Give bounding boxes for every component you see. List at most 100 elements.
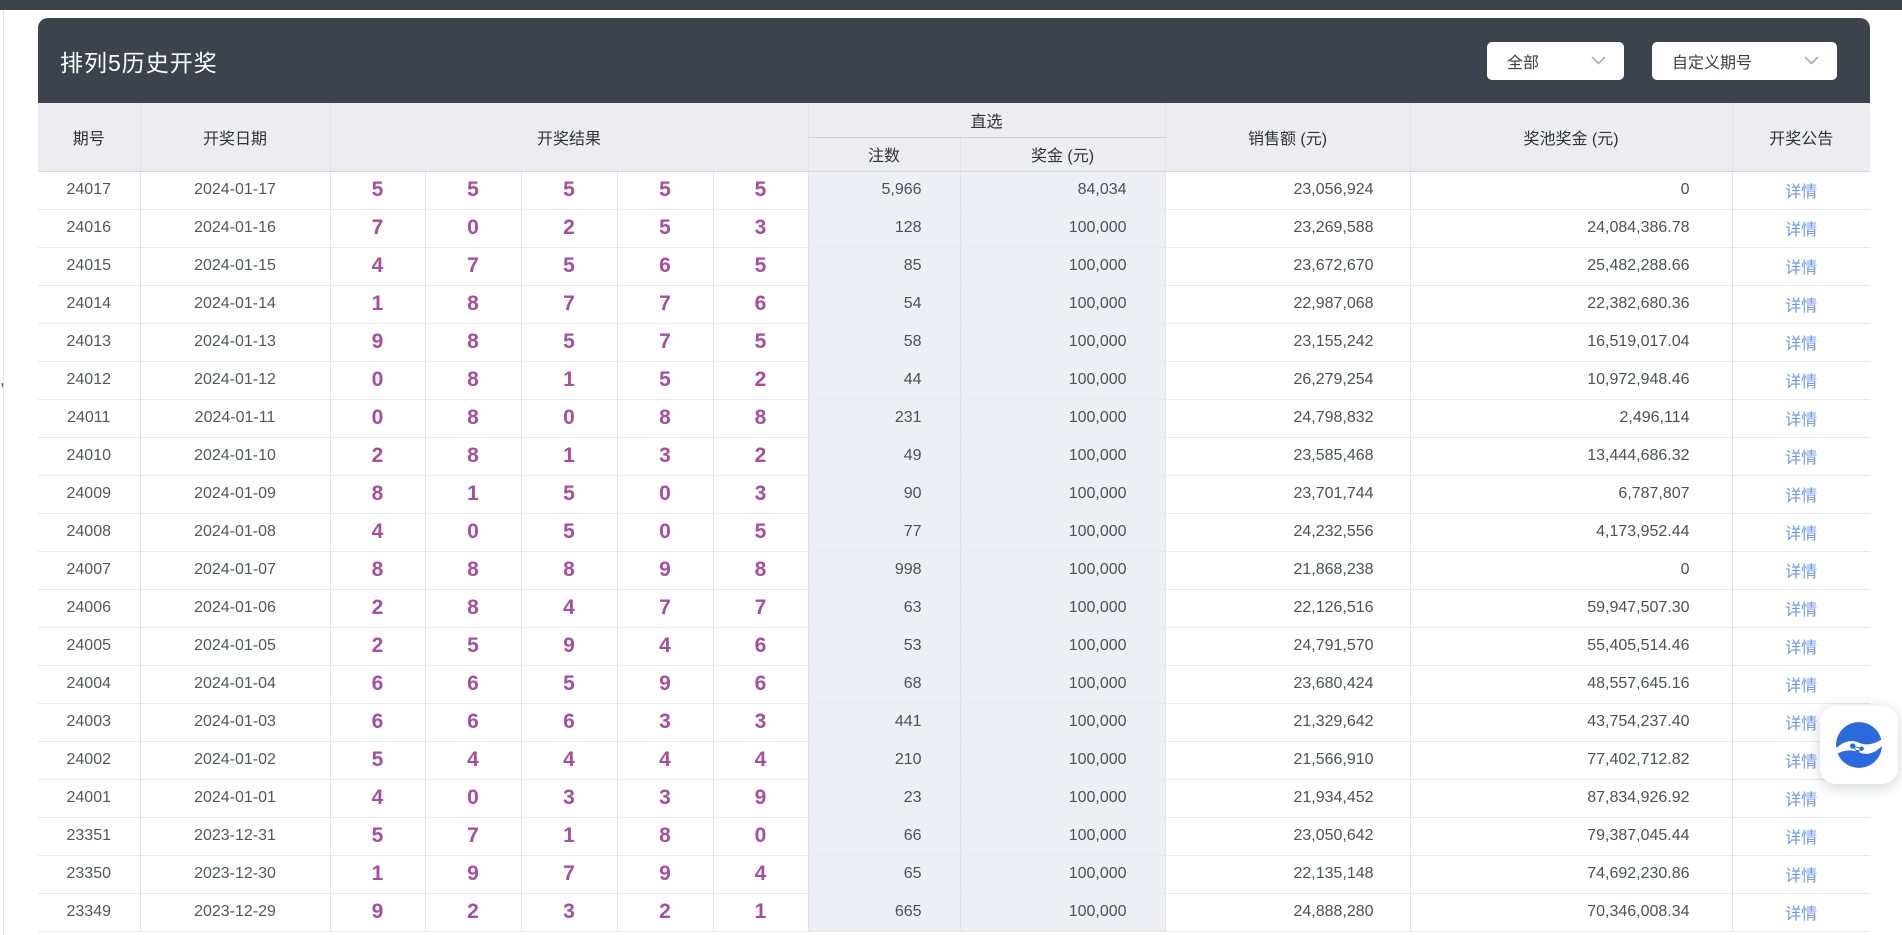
announcement-cell: 详情 <box>1731 550 1871 590</box>
result-digit: 7 <box>520 285 618 324</box>
page-edge-artifact: , <box>0 370 5 389</box>
period-filter-select[interactable]: 自定义期号 <box>1652 41 1837 80</box>
chevron-down-icon <box>1804 56 1819 65</box>
sales-cell: 21,934,452 <box>1164 779 1411 818</box>
detail-link[interactable]: 详情 <box>1785 792 1818 809</box>
result-digit: 5 <box>616 209 714 248</box>
detail-link[interactable]: 详情 <box>1785 336 1818 353</box>
date-cell: 2024-01-13 <box>139 323 331 362</box>
result-digit: 1 <box>329 855 426 894</box>
table-row: 23349 2023-12-29 9 2 3 2 1 665 100,000 2… <box>38 893 1871 932</box>
sales-cell: 21,329,642 <box>1164 703 1411 742</box>
result-digit: 0 <box>616 513 714 552</box>
bet-count-cell: 54 <box>807 285 961 324</box>
detail-link[interactable]: 详情 <box>1785 374 1818 391</box>
result-digit: 5 <box>520 171 618 210</box>
result-digit: 5 <box>712 513 809 552</box>
detail-link[interactable]: 详情 <box>1785 184 1818 201</box>
result-digit: 5 <box>712 323 809 362</box>
detail-link[interactable]: 详情 <box>1785 602 1818 619</box>
period-cell: 24015 <box>38 247 141 286</box>
result-digit: 7 <box>329 209 426 248</box>
result-digit: 0 <box>712 817 809 856</box>
jackpot-cell: 0 <box>1409 171 1733 210</box>
detail-link[interactable]: 详情 <box>1785 564 1818 581</box>
result-digit: 8 <box>424 323 522 362</box>
detail-link[interactable]: 详情 <box>1785 640 1818 657</box>
floating-widget-button[interactable] <box>1820 706 1898 784</box>
bet-count-cell: 53 <box>807 627 961 666</box>
period-cell: 24012 <box>38 360 141 400</box>
result-digit: 9 <box>616 665 714 704</box>
detail-link[interactable]: 详情 <box>1785 222 1818 239</box>
result-digit: 8 <box>616 817 714 856</box>
bet-count-cell: 85 <box>807 247 961 286</box>
detail-link[interactable]: 详情 <box>1785 526 1818 543</box>
jackpot-cell: 25,482,288.66 <box>1409 247 1733 286</box>
result-digit: 6 <box>329 703 426 742</box>
table-row: 24006 2024-01-06 2 8 4 7 7 63 100,000 22… <box>38 589 1871 628</box>
detail-link[interactable]: 详情 <box>1785 488 1818 505</box>
sales-cell: 21,566,910 <box>1164 740 1411 780</box>
prize-cell: 100,000 <box>959 589 1166 628</box>
table-row: 24011 2024-01-11 0 8 0 8 8 231 100,000 2… <box>38 399 1871 438</box>
result-digit: 3 <box>712 209 809 248</box>
table-row: 24012 2024-01-12 0 8 1 5 2 44 100,000 26… <box>38 360 1871 400</box>
result-digit: 7 <box>616 323 714 362</box>
period-cell: 24004 <box>38 665 141 704</box>
result-digit: 9 <box>329 893 426 932</box>
bet-count-cell: 128 <box>807 209 961 248</box>
detail-link[interactable]: 详情 <box>1785 298 1818 315</box>
result-digit: 3 <box>616 779 714 818</box>
result-digit: 4 <box>616 627 714 666</box>
result-digit: 8 <box>424 589 522 628</box>
announcement-cell: 详情 <box>1731 323 1871 362</box>
sales-cell: 23,701,744 <box>1164 475 1411 514</box>
scope-filter-select[interactable]: 全部 <box>1487 41 1624 80</box>
jackpot-cell: 24,084,386.78 <box>1409 209 1733 248</box>
announcement-cell: 详情 <box>1731 171 1871 210</box>
result-digit: 9 <box>424 855 522 894</box>
date-cell: 2023-12-31 <box>139 817 331 856</box>
table-row: 23351 2023-12-31 5 7 1 8 0 66 100,000 23… <box>38 817 1871 856</box>
bet-count-cell: 210 <box>807 740 961 780</box>
announcement-cell: 详情 <box>1731 437 1871 476</box>
detail-link[interactable]: 详情 <box>1785 868 1818 885</box>
detail-link[interactable]: 详情 <box>1785 412 1818 429</box>
result-digit: 8 <box>329 475 426 514</box>
announcement-cell: 详情 <box>1731 817 1871 856</box>
detail-link[interactable]: 详情 <box>1785 906 1818 923</box>
col-header-period: 期号 <box>38 103 141 172</box>
col-header-jackpot: 奖池奖金 (元) <box>1409 103 1733 172</box>
result-digit: 0 <box>616 475 714 514</box>
date-cell: 2024-01-01 <box>139 779 331 818</box>
detail-link[interactable]: 详情 <box>1785 678 1818 695</box>
table-row: 24016 2024-01-16 7 0 2 5 3 128 100,000 2… <box>38 209 1871 248</box>
jackpot-cell: 4,173,952.44 <box>1409 513 1733 552</box>
sales-cell: 23,672,670 <box>1164 247 1411 286</box>
prize-cell: 100,000 <box>959 703 1166 742</box>
result-digit: 4 <box>616 740 714 780</box>
jackpot-cell: 77,402,712.82 <box>1409 740 1733 780</box>
detail-link[interactable]: 详情 <box>1785 754 1818 771</box>
result-digit: 6 <box>712 285 809 324</box>
date-cell: 2024-01-04 <box>139 665 331 704</box>
result-digit: 5 <box>520 323 618 362</box>
table-row: 24005 2024-01-05 2 5 9 4 6 53 100,000 24… <box>38 627 1871 666</box>
detail-link[interactable]: 详情 <box>1785 830 1818 847</box>
period-cell: 24009 <box>38 475 141 514</box>
detail-link[interactable]: 详情 <box>1785 716 1818 733</box>
date-cell: 2024-01-09 <box>139 475 331 514</box>
panel-header: 排列5历史开奖 全部 自定义期号 <box>38 18 1870 103</box>
sales-cell: 23,269,588 <box>1164 209 1411 248</box>
result-digit: 6 <box>712 665 809 704</box>
prize-cell: 84,034 <box>959 171 1166 210</box>
detail-link[interactable]: 详情 <box>1785 450 1818 467</box>
detail-link[interactable]: 详情 <box>1785 260 1818 277</box>
announcement-cell: 详情 <box>1731 285 1871 324</box>
jackpot-cell: 55,405,514.46 <box>1409 627 1733 666</box>
page-title: 排列5历史开奖 <box>60 49 218 76</box>
result-digit: 1 <box>329 285 426 324</box>
prize-cell: 100,000 <box>959 893 1166 932</box>
announcement-cell: 详情 <box>1731 513 1871 552</box>
